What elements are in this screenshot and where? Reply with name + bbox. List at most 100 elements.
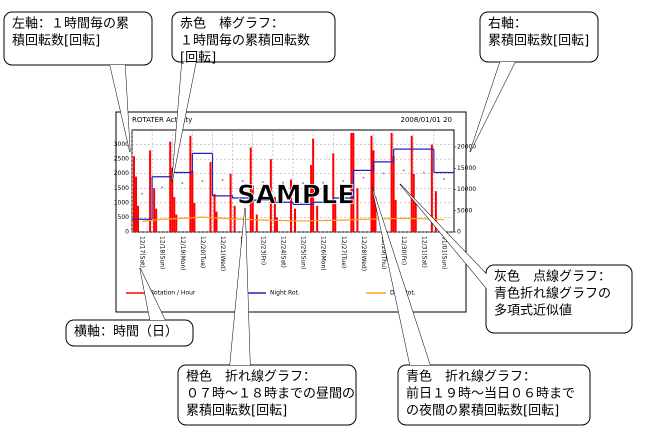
- x-tick-label: 12/28(Wed): [360, 236, 367, 271]
- bar: [215, 211, 218, 232]
- bar: [356, 188, 359, 232]
- approx-dot: [241, 180, 244, 182]
- bar: [255, 214, 258, 232]
- y-tick-label: 2000: [114, 170, 129, 177]
- callout-text: ０７時～１８時までの昼間の: [186, 387, 355, 402]
- bar: [175, 214, 178, 232]
- bar: [209, 162, 212, 232]
- callout-box: [171, 11, 336, 63]
- y2-tick-label: 0: [457, 229, 461, 236]
- callout-join: [172, 62, 196, 182]
- bar: [332, 153, 335, 232]
- y-tick-label: 2500: [114, 156, 129, 163]
- callout-text: 赤色 棒グラフ：: [180, 16, 284, 32]
- bar: [273, 197, 276, 232]
- bar: [414, 202, 417, 232]
- callout-text: 右軸：: [488, 17, 527, 32]
- bar: [334, 199, 337, 232]
- callout-box: [397, 364, 591, 426]
- approx-dot: [141, 192, 144, 195]
- approx-dot: [221, 179, 224, 182]
- y-tick-label: 1000: [114, 199, 129, 206]
- bar: [251, 185, 254, 232]
- bar: [394, 199, 397, 232]
- callout-join: [400, 184, 492, 295]
- approx-dot: [201, 180, 204, 182]
- chart-title: ROTATER Activity: [132, 116, 192, 124]
- approx-dot: [302, 182, 305, 185]
- approx-dot: [281, 181, 284, 184]
- bar: [310, 164, 313, 232]
- x-tick-label: 12/17(Sat): [139, 236, 146, 268]
- callout-box: [177, 364, 357, 426]
- callout-text: の夜間の累積回転数[回転]: [406, 404, 559, 419]
- bar: [229, 173, 232, 232]
- approx-dot: [362, 176, 365, 179]
- bar: [434, 191, 437, 232]
- callout-text: 横軸：時間（日）: [74, 325, 178, 340]
- callout-text: 前日１９時～当日０６時まで: [406, 386, 575, 402]
- callout-text: 灰色 点線グラフ：: [494, 269, 611, 285]
- x-tick-label: 12/24(Sat): [279, 236, 286, 268]
- approx-dot: [382, 172, 385, 175]
- approx-dot: [322, 181, 325, 184]
- y-tick-label: 500: [118, 214, 130, 221]
- approx-dot: [342, 180, 345, 182]
- callout-join: [140, 268, 165, 320]
- bar: [173, 197, 176, 232]
- chart-date: 2008/01/01 20: [401, 116, 452, 124]
- callout-text: １時間毎の累積回転数: [180, 33, 310, 49]
- legend-label: Night Rot.: [270, 290, 300, 297]
- bar: [430, 144, 433, 232]
- approx-dot: [181, 182, 184, 185]
- callout-box: [65, 319, 194, 347]
- bar: [289, 179, 292, 232]
- approx-dot: [261, 180, 264, 183]
- bar: [249, 147, 252, 232]
- legend-label: Rotation / Hour: [150, 290, 196, 297]
- callout-text: 累積回転数[回転]: [186, 404, 287, 419]
- callout-text: 積回転数[回転]: [12, 34, 100, 49]
- callout-text: 左軸：１時間毎の累: [12, 16, 129, 32]
- callout-text: 青色折れ線グラフの: [494, 286, 611, 302]
- callout-box: [479, 11, 599, 63]
- bar: [153, 188, 156, 232]
- bar: [312, 138, 315, 232]
- bar: [133, 156, 136, 232]
- y-tick-label: 0: [125, 229, 129, 236]
- bar: [275, 217, 278, 232]
- callout-join: [372, 187, 430, 365]
- y-tick-label: 3000: [114, 141, 129, 148]
- callout-box: [3, 11, 153, 66]
- bar: [149, 150, 152, 232]
- callout-text: 橙色 折れ線グラフ：: [186, 369, 316, 385]
- approx-dot: [422, 171, 425, 174]
- x-tick-label: 12/26(Mon): [320, 236, 327, 271]
- callout-join: [470, 62, 515, 152]
- bar: [412, 173, 415, 232]
- x-tick-label: 12/31(Sat): [420, 236, 427, 268]
- x-tick-label: 12/20(Tue): [199, 236, 206, 268]
- callout-text: [回転]: [180, 51, 216, 66]
- callout-join: [230, 208, 250, 365]
- bar: [392, 156, 395, 232]
- watermark: SAMPLE: [237, 181, 355, 211]
- callout-box: [485, 264, 633, 334]
- x-tick-label: 01/01(Sun): [440, 236, 447, 269]
- y2-tick-label: 5000: [457, 207, 472, 214]
- x-tick-label: 12/29(Thu): [380, 236, 387, 269]
- y2-tick-label: 20000: [457, 144, 476, 151]
- bar: [135, 176, 138, 232]
- line: [141, 216, 444, 222]
- y-tick-label: 1500: [114, 185, 129, 192]
- x-tick-label: 12/27(Tue): [340, 236, 347, 268]
- bar: [191, 170, 194, 232]
- bar: [189, 135, 192, 232]
- y2-tick-label: 15000: [457, 165, 476, 172]
- bar: [269, 159, 272, 232]
- callout-join: [110, 65, 130, 152]
- y2-tick-label: 10000: [457, 186, 476, 193]
- approx-dot: [402, 169, 405, 172]
- bar: [390, 132, 393, 232]
